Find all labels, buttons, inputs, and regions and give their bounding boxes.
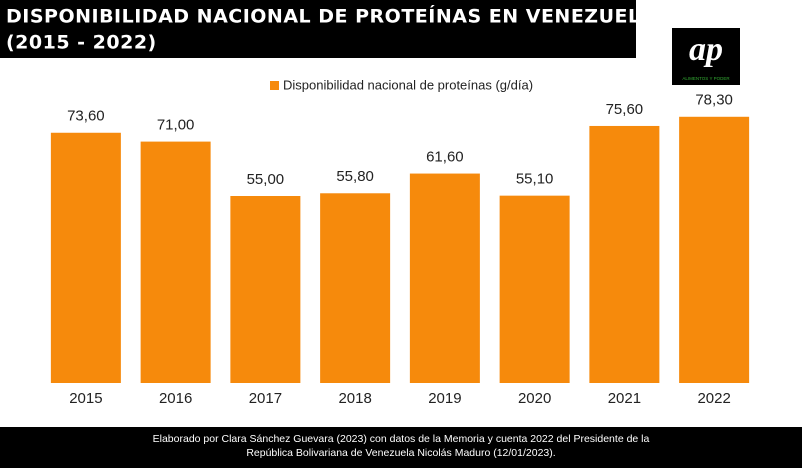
bar [589,125,660,384]
x-tick-label: 2018 [338,390,371,407]
legend-label: Disponibilidad nacional de proteínas (g/… [283,77,533,92]
logo-mark: ap [689,31,723,68]
legend-swatch [270,81,279,90]
x-tick-label: 2021 [608,390,641,407]
title-band [0,0,636,58]
source-line: República Bolivariana de Venezuela Nicol… [246,447,555,459]
bar [50,132,121,383]
x-tick-label: 2022 [697,390,730,407]
value-label: 61,60 [426,149,464,166]
chart-subtitle: (2015 - 2022) [6,32,157,54]
value-label: 78,30 [695,92,733,109]
chart-title: DISPONIBILIDAD NACIONAL DE PROTEÍNAS EN … [6,5,656,28]
value-label: 55,80 [336,168,374,185]
bar [230,196,301,383]
x-tick-label: 2020 [518,390,551,407]
value-label: 73,60 [67,108,105,125]
logo-caption: ALIMENTOS Y PODER [682,76,730,81]
value-label: 55,10 [516,171,554,188]
source-band [0,427,802,468]
bar [320,193,391,383]
source-line: Elaborado por Clara Sánchez Guevara (202… [153,433,650,445]
x-tick-label: 2015 [69,390,102,407]
x-tick-label: 2017 [249,390,282,407]
bar [140,141,211,383]
bar [679,116,750,383]
x-tick-label: 2016 [159,390,192,407]
logo-box [672,28,740,85]
x-tick-label: 2019 [428,390,461,407]
value-label: 55,00 [247,171,285,188]
bar [409,173,480,383]
bar [499,195,570,383]
value-label: 75,60 [606,101,644,118]
value-label: 71,00 [157,117,195,134]
